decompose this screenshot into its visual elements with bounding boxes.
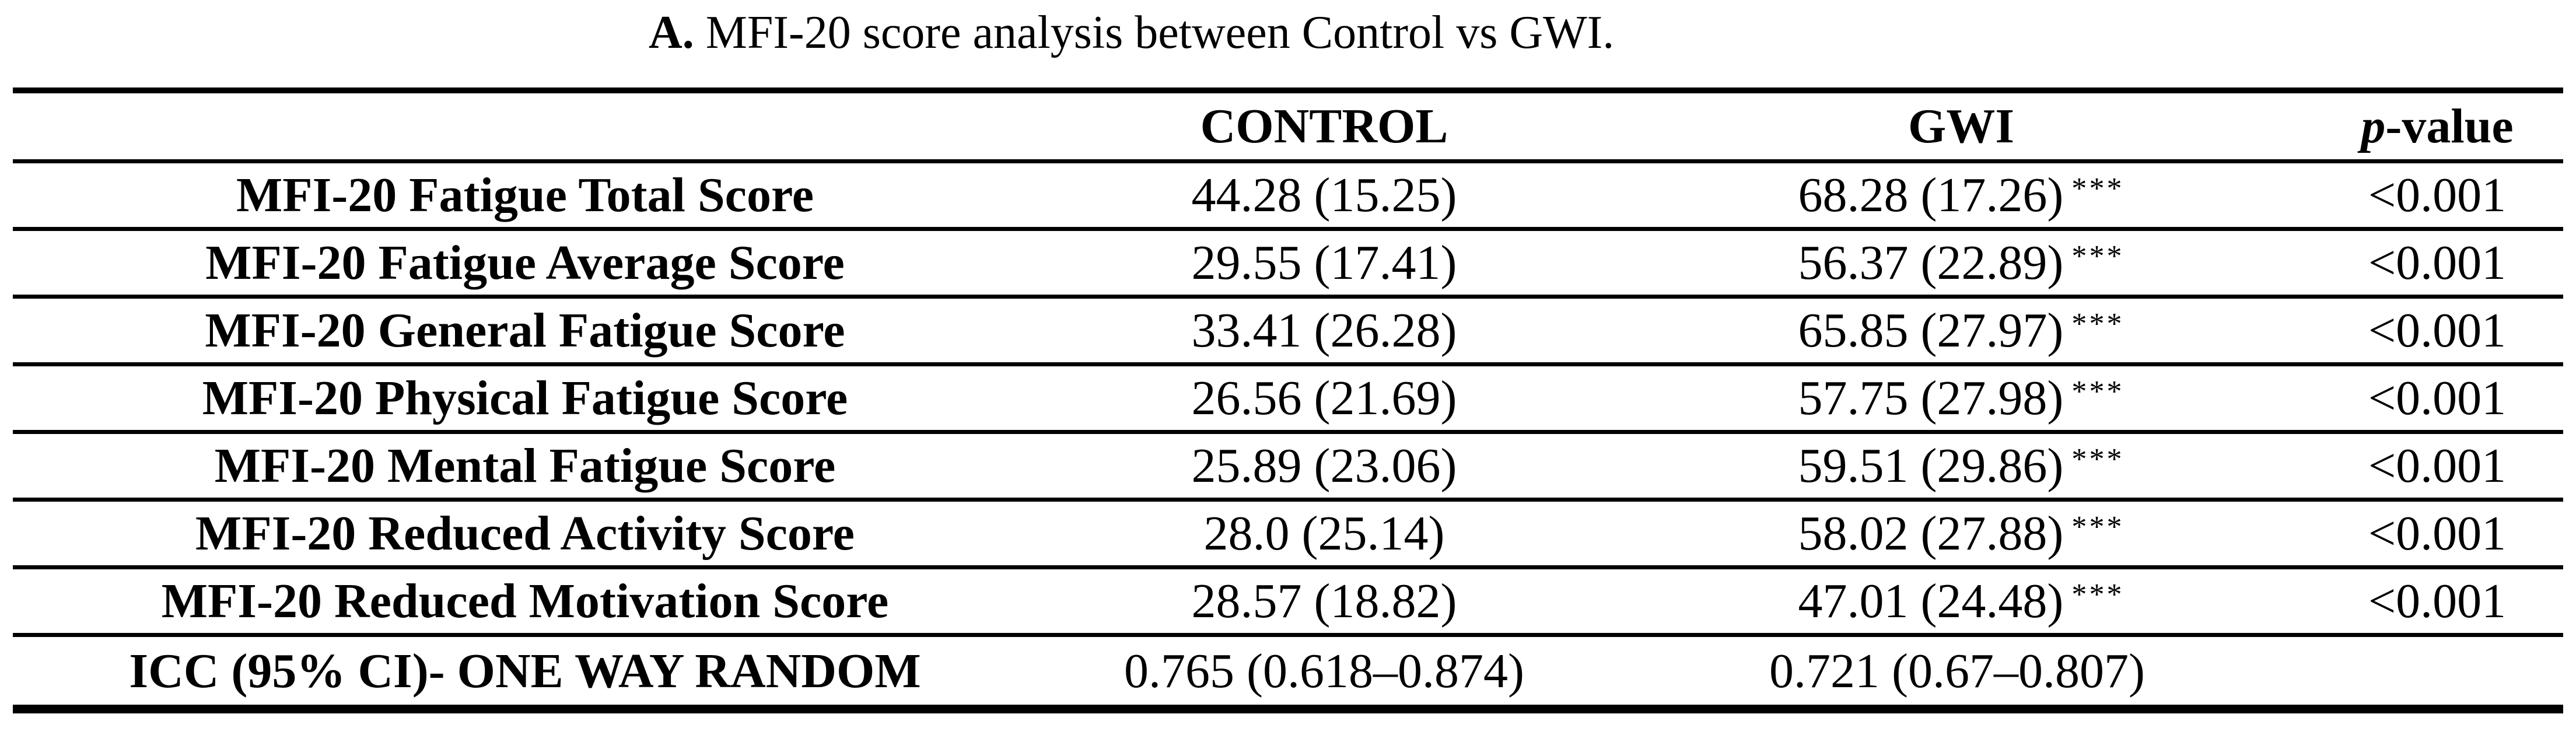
- gwi-value-text: 47.01 (24.48): [1798, 574, 2064, 628]
- row-label: MFI-20 Fatigue Total Score: [13, 163, 1037, 231]
- significance-stars: ***: [2071, 172, 2124, 205]
- gwi-value-text: 59.51 (29.86): [1798, 439, 2064, 493]
- gwi-value-text: 56.37 (22.89): [1798, 236, 2064, 290]
- row-label: ICC (95% CI)- ONE WAY RANDOM: [129, 643, 921, 698]
- gwi-value: 57.75 (27.98) ***: [1611, 366, 2311, 434]
- table-row: MFI-20 Fatigue Average Score 29.55 (17.4…: [13, 231, 2563, 299]
- table-row: MFI-20 Reduced Motivation Score 28.57 (1…: [13, 569, 2563, 637]
- control-value: 25.89 (23.06): [1037, 434, 1611, 502]
- gwi-value-text: 68.28 (17.26): [1798, 168, 2064, 222]
- significance-stars: ***: [2071, 510, 2124, 544]
- table-row: MFI-20 Physical Fatigue Score 26.56 (21.…: [13, 366, 2563, 434]
- p-value: <0.001: [2311, 163, 2563, 231]
- row-label: MFI-20 General Fatigue Score: [13, 299, 1037, 366]
- caption-text: MFI-20 score analysis between Control vs…: [694, 7, 1615, 58]
- significance-stars: ***: [2071, 442, 2124, 476]
- significance-stars: ***: [2071, 307, 2124, 341]
- control-value: 33.41 (26.28): [1037, 299, 1611, 366]
- table-row: MFI-20 General Fatigue Score 33.41 (26.2…: [13, 299, 2563, 366]
- gwi-value-text: 58.02 (27.88): [1798, 506, 2064, 561]
- gwi-value: 58.02 (27.88) ***: [1611, 502, 2311, 569]
- row-label: MFI-20 Reduced Activity Score: [13, 502, 1037, 569]
- p-value: <0.001: [2311, 231, 2563, 299]
- header-p-value: p-value: [2311, 93, 2563, 163]
- p-rest: -value: [2385, 99, 2514, 153]
- header-control: CONTROL: [1037, 93, 1611, 163]
- p-value: <0.001: [2311, 434, 2563, 502]
- gwi-value-text: 57.75 (27.98): [1798, 371, 2064, 425]
- table-header: CONTROL GWI p-value: [13, 93, 2563, 163]
- table-row: MFI-20 Fatigue Total Score 44.28 (15.25)…: [13, 163, 2563, 231]
- p-italic: p: [2361, 99, 2386, 153]
- p-value: <0.001: [2311, 502, 2563, 569]
- table-body: MFI-20 Fatigue Total Score 44.28 (15.25)…: [13, 163, 2563, 705]
- significance-stars: ***: [2071, 239, 2124, 273]
- p-value: <0.001: [2311, 569, 2563, 637]
- table-row: MFI-20 Mental Fatigue Score 25.89 (23.06…: [13, 434, 2563, 502]
- gwi-value: 59.51 (29.86) ***: [1611, 434, 2311, 502]
- control-value: 26.56 (21.69): [1037, 366, 1611, 434]
- header-row: CONTROL GWI p-value: [13, 93, 2563, 163]
- control-value: 0.765 (0.618–0.874): [1124, 643, 1524, 698]
- table-caption: A. MFI-20 score analysis between Control…: [649, 2, 1614, 63]
- gwi-value-text: 0.721 (0.67–0.807): [1769, 643, 2145, 698]
- caption-panel-letter: A.: [649, 7, 694, 58]
- gwi-value: 56.37 (22.89) ***: [1611, 231, 2311, 299]
- significance-stars: ***: [2071, 374, 2124, 408]
- gwi-value: 65.85 (27.97) ***: [1611, 299, 2311, 366]
- gwi-value: 0.721 (0.67–0.807): [1611, 637, 2311, 705]
- control-value: 28.57 (18.82): [1037, 569, 1611, 637]
- row-label: MFI-20 Fatigue Average Score: [13, 231, 1037, 299]
- control-value: 44.28 (15.25): [1037, 163, 1611, 231]
- header-gwi: GWI: [1611, 93, 2311, 163]
- control-value: 28.0 (25.14): [1037, 502, 1611, 569]
- gwi-value-text: 65.85 (27.97): [1798, 303, 2064, 358]
- row-label: MFI-20 Mental Fatigue Score: [13, 434, 1037, 502]
- p-value: <0.001: [2311, 366, 2563, 434]
- significance-stars: ***: [2071, 578, 2124, 611]
- row-label: MFI-20 Physical Fatigue Score: [13, 366, 1037, 434]
- row-label: MFI-20 Reduced Motivation Score: [13, 569, 1037, 637]
- table-row: MFI-20 Reduced Activity Score 28.0 (25.1…: [13, 502, 2563, 569]
- gwi-value: 47.01 (24.48) ***: [1611, 569, 2311, 637]
- control-value: 29.55 (17.41): [1037, 231, 1611, 299]
- mfi20-score-table: CONTROL GWI p-value MFI-20 Fatigue Total…: [13, 88, 2563, 713]
- p-value: [2311, 637, 2563, 705]
- table-row: ICC (95% CI)- ONE WAY RANDOM 0.765 (0.61…: [13, 637, 2563, 705]
- p-value: <0.001: [2311, 299, 2563, 366]
- gwi-value: 68.28 (17.26) ***: [1611, 163, 2311, 231]
- header-row-name: [13, 93, 1037, 163]
